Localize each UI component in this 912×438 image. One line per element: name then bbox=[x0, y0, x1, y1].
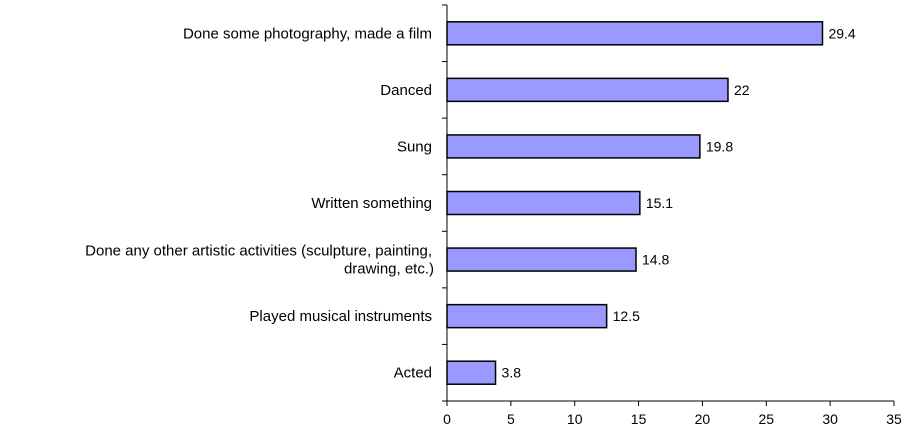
x-tick-label: 20 bbox=[695, 411, 711, 427]
category-label: Written something bbox=[311, 195, 432, 212]
bar bbox=[446, 360, 497, 385]
data-label: 19.8 bbox=[706, 138, 733, 154]
bar bbox=[446, 190, 641, 216]
x-tick-label: 15 bbox=[631, 411, 647, 427]
data-label: 14.8 bbox=[642, 252, 669, 268]
bar bbox=[446, 77, 729, 103]
data-label: 12.5 bbox=[613, 308, 640, 324]
data-label: 15.1 bbox=[646, 195, 673, 211]
category-label: Played musical instruments bbox=[249, 308, 432, 325]
x-tick-label: 10 bbox=[567, 411, 583, 427]
x-tick-label: 0 bbox=[443, 411, 451, 427]
category-label: Done some photography, made a film bbox=[183, 25, 432, 42]
bar bbox=[446, 247, 637, 272]
data-label: 3.8 bbox=[502, 365, 522, 381]
bar bbox=[446, 303, 608, 329]
category-label: Sung bbox=[397, 138, 432, 155]
data-label: 29.4 bbox=[828, 25, 855, 41]
bar bbox=[446, 21, 824, 46]
bar bbox=[446, 134, 701, 159]
x-tick-label: 25 bbox=[758, 411, 774, 427]
data-label: 22 bbox=[734, 82, 750, 98]
category-label: Acted bbox=[394, 365, 432, 382]
category-label: Danced bbox=[380, 82, 432, 99]
x-tick-label: 30 bbox=[822, 411, 838, 427]
category-label: Done any other artistic activities (scul… bbox=[85, 243, 432, 260]
category-label: drawing, etc.) bbox=[344, 261, 434, 278]
x-tick-label: 5 bbox=[507, 411, 515, 427]
x-tick-label: 35 bbox=[886, 411, 902, 427]
